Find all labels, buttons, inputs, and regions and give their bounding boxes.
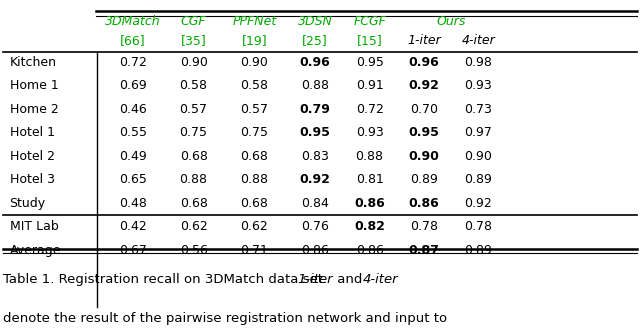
Text: 0.93: 0.93 — [465, 79, 492, 92]
Text: 0.92: 0.92 — [465, 197, 492, 210]
Text: 0.62: 0.62 — [180, 220, 207, 233]
Text: Home 2: Home 2 — [10, 103, 58, 115]
Text: 0.91: 0.91 — [356, 79, 383, 92]
Text: 1-iter: 1-iter — [407, 34, 441, 47]
Text: 0.48: 0.48 — [119, 197, 147, 210]
Text: Kitchen: Kitchen — [10, 55, 56, 69]
Text: 0.86: 0.86 — [408, 197, 440, 210]
Text: 0.46: 0.46 — [119, 103, 147, 115]
Text: 0.70: 0.70 — [410, 103, 438, 115]
Text: 0.90: 0.90 — [241, 55, 268, 69]
Text: 1-iter: 1-iter — [298, 273, 333, 286]
Text: 0.68: 0.68 — [180, 150, 207, 163]
Text: 0.92: 0.92 — [300, 173, 331, 186]
Text: 0.49: 0.49 — [119, 150, 147, 163]
Text: 0.96: 0.96 — [408, 55, 440, 69]
Text: 0.68: 0.68 — [241, 197, 268, 210]
Text: 0.76: 0.76 — [301, 220, 329, 233]
Text: Table 1. Registration recall on 3DMatch data set.: Table 1. Registration recall on 3DMatch … — [3, 273, 332, 286]
Text: 0.65: 0.65 — [119, 173, 147, 186]
Text: 0.90: 0.90 — [465, 150, 492, 163]
Text: FCGF: FCGF — [353, 15, 386, 28]
Text: 4-iter: 4-iter — [461, 34, 495, 47]
Text: 0.82: 0.82 — [354, 220, 385, 233]
Text: 0.72: 0.72 — [119, 55, 147, 69]
Text: 0.90: 0.90 — [180, 55, 207, 69]
Text: Ours: Ours — [436, 15, 466, 28]
Text: 0.88: 0.88 — [241, 173, 268, 186]
Text: 0.56: 0.56 — [180, 244, 207, 257]
Text: 0.84: 0.84 — [301, 197, 329, 210]
Text: 0.90: 0.90 — [408, 150, 440, 163]
Text: 0.96: 0.96 — [300, 55, 331, 69]
Text: 3DSN: 3DSN — [298, 15, 333, 28]
Text: 3DMatch: 3DMatch — [105, 15, 161, 28]
Text: [15]: [15] — [356, 34, 383, 47]
Text: 0.95: 0.95 — [356, 55, 383, 69]
Text: 0.75: 0.75 — [180, 126, 207, 139]
Text: Hotel 2: Hotel 2 — [10, 150, 54, 163]
Text: 0.92: 0.92 — [408, 79, 440, 92]
Text: 0.98: 0.98 — [465, 55, 492, 69]
Text: 0.89: 0.89 — [410, 173, 438, 186]
Text: PPFNet: PPFNet — [232, 15, 276, 28]
Text: 4-iter: 4-iter — [362, 273, 398, 286]
Text: 0.86: 0.86 — [354, 197, 385, 210]
Text: 0.88: 0.88 — [180, 173, 207, 186]
Text: 0.86: 0.86 — [356, 244, 383, 257]
Text: 0.93: 0.93 — [356, 126, 383, 139]
Text: 0.68: 0.68 — [241, 150, 268, 163]
Text: 0.42: 0.42 — [119, 220, 147, 233]
Text: 0.57: 0.57 — [180, 103, 207, 115]
Text: 0.89: 0.89 — [465, 173, 492, 186]
Text: Study: Study — [10, 197, 45, 210]
Text: 0.73: 0.73 — [465, 103, 492, 115]
Text: 0.58: 0.58 — [180, 79, 207, 92]
Text: [66]: [66] — [120, 34, 146, 47]
Text: 0.88: 0.88 — [301, 79, 329, 92]
Text: 0.78: 0.78 — [465, 220, 492, 233]
Text: 0.55: 0.55 — [119, 126, 147, 139]
Text: 0.79: 0.79 — [300, 103, 331, 115]
Text: 0.86: 0.86 — [301, 244, 329, 257]
Text: 0.78: 0.78 — [410, 220, 438, 233]
Text: CGF: CGF — [180, 15, 207, 28]
Text: 0.68: 0.68 — [180, 197, 207, 210]
Text: 0.88: 0.88 — [356, 150, 383, 163]
Text: 0.57: 0.57 — [241, 103, 268, 115]
Text: 0.71: 0.71 — [241, 244, 268, 257]
Text: 0.69: 0.69 — [119, 79, 147, 92]
Text: 0.95: 0.95 — [300, 126, 331, 139]
Text: 0.87: 0.87 — [408, 244, 440, 257]
Text: [19]: [19] — [241, 34, 268, 47]
Text: 0.95: 0.95 — [408, 126, 440, 139]
Text: and: and — [333, 273, 367, 286]
Text: 0.83: 0.83 — [301, 150, 329, 163]
Text: denote the result of the pairwise registration network and input to: denote the result of the pairwise regist… — [3, 312, 447, 325]
Text: 0.81: 0.81 — [356, 173, 383, 186]
Text: Home 1: Home 1 — [10, 79, 58, 92]
Text: [25]: [25] — [302, 34, 328, 47]
Text: 0.97: 0.97 — [465, 126, 492, 139]
Text: 0.72: 0.72 — [356, 103, 383, 115]
Text: 0.75: 0.75 — [241, 126, 268, 139]
Text: 0.58: 0.58 — [241, 79, 268, 92]
Text: 0.62: 0.62 — [241, 220, 268, 233]
Text: [35]: [35] — [180, 34, 207, 47]
Text: Hotel 1: Hotel 1 — [10, 126, 54, 139]
Text: Hotel 3: Hotel 3 — [10, 173, 54, 186]
Text: MIT Lab: MIT Lab — [10, 220, 58, 233]
Text: 0.89: 0.89 — [465, 244, 492, 257]
Text: Average: Average — [10, 244, 61, 257]
Text: 0.67: 0.67 — [119, 244, 147, 257]
